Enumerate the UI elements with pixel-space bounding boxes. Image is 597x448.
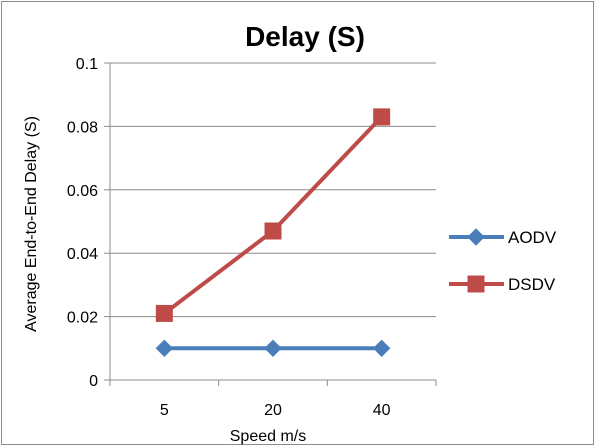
data-point-aodv xyxy=(264,339,282,358)
legend-label-dsdv: DSDV xyxy=(508,275,556,294)
y-tick-label: 0.08 xyxy=(67,119,98,136)
y-axis-title: Average End-to-End Delay (S) xyxy=(23,116,40,332)
y-tick-label: 0 xyxy=(89,373,98,390)
x-tick-label: 20 xyxy=(264,402,282,419)
y-tick-label: 0.1 xyxy=(76,56,98,73)
legend-marker-aodv xyxy=(467,228,485,246)
y-tick-label: 0.04 xyxy=(67,246,98,263)
legend-label-aodv: AODV xyxy=(508,228,557,247)
legend-marker-dsdv xyxy=(467,275,485,293)
x-axis-title: Speed m/s xyxy=(230,428,306,445)
chart-title: Delay (S) xyxy=(245,21,365,52)
series-line-dsdv xyxy=(163,115,384,316)
y-tick-label: 0.06 xyxy=(67,183,98,200)
x-tick-label: 5 xyxy=(160,402,169,419)
data-point-dsdv xyxy=(264,222,282,240)
data-point-aodv xyxy=(155,339,174,358)
data-point-dsdv xyxy=(155,304,173,322)
gridlines xyxy=(110,62,436,318)
data-point-dsdv xyxy=(373,108,391,126)
legend: AODV DSDV xyxy=(449,228,557,294)
data-point-aodv xyxy=(372,339,391,358)
axes: 0 0.02 0.04 0.06 0.08 0.1 5 20 40 xyxy=(67,56,437,419)
y-tick-label: 0.02 xyxy=(67,310,98,327)
x-tick-label: 40 xyxy=(373,402,391,419)
series-layer xyxy=(155,108,391,358)
